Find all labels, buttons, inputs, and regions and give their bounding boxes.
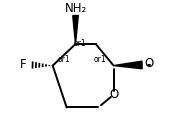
Text: F: F [20,58,27,71]
Text: O: O [109,88,118,101]
Text: O: O [144,57,154,70]
Text: or1: or1 [57,55,70,64]
Polygon shape [114,61,142,69]
Text: or1: or1 [94,55,107,64]
Text: or1: or1 [74,39,86,48]
Text: NH₂: NH₂ [64,2,87,15]
Polygon shape [73,16,78,44]
